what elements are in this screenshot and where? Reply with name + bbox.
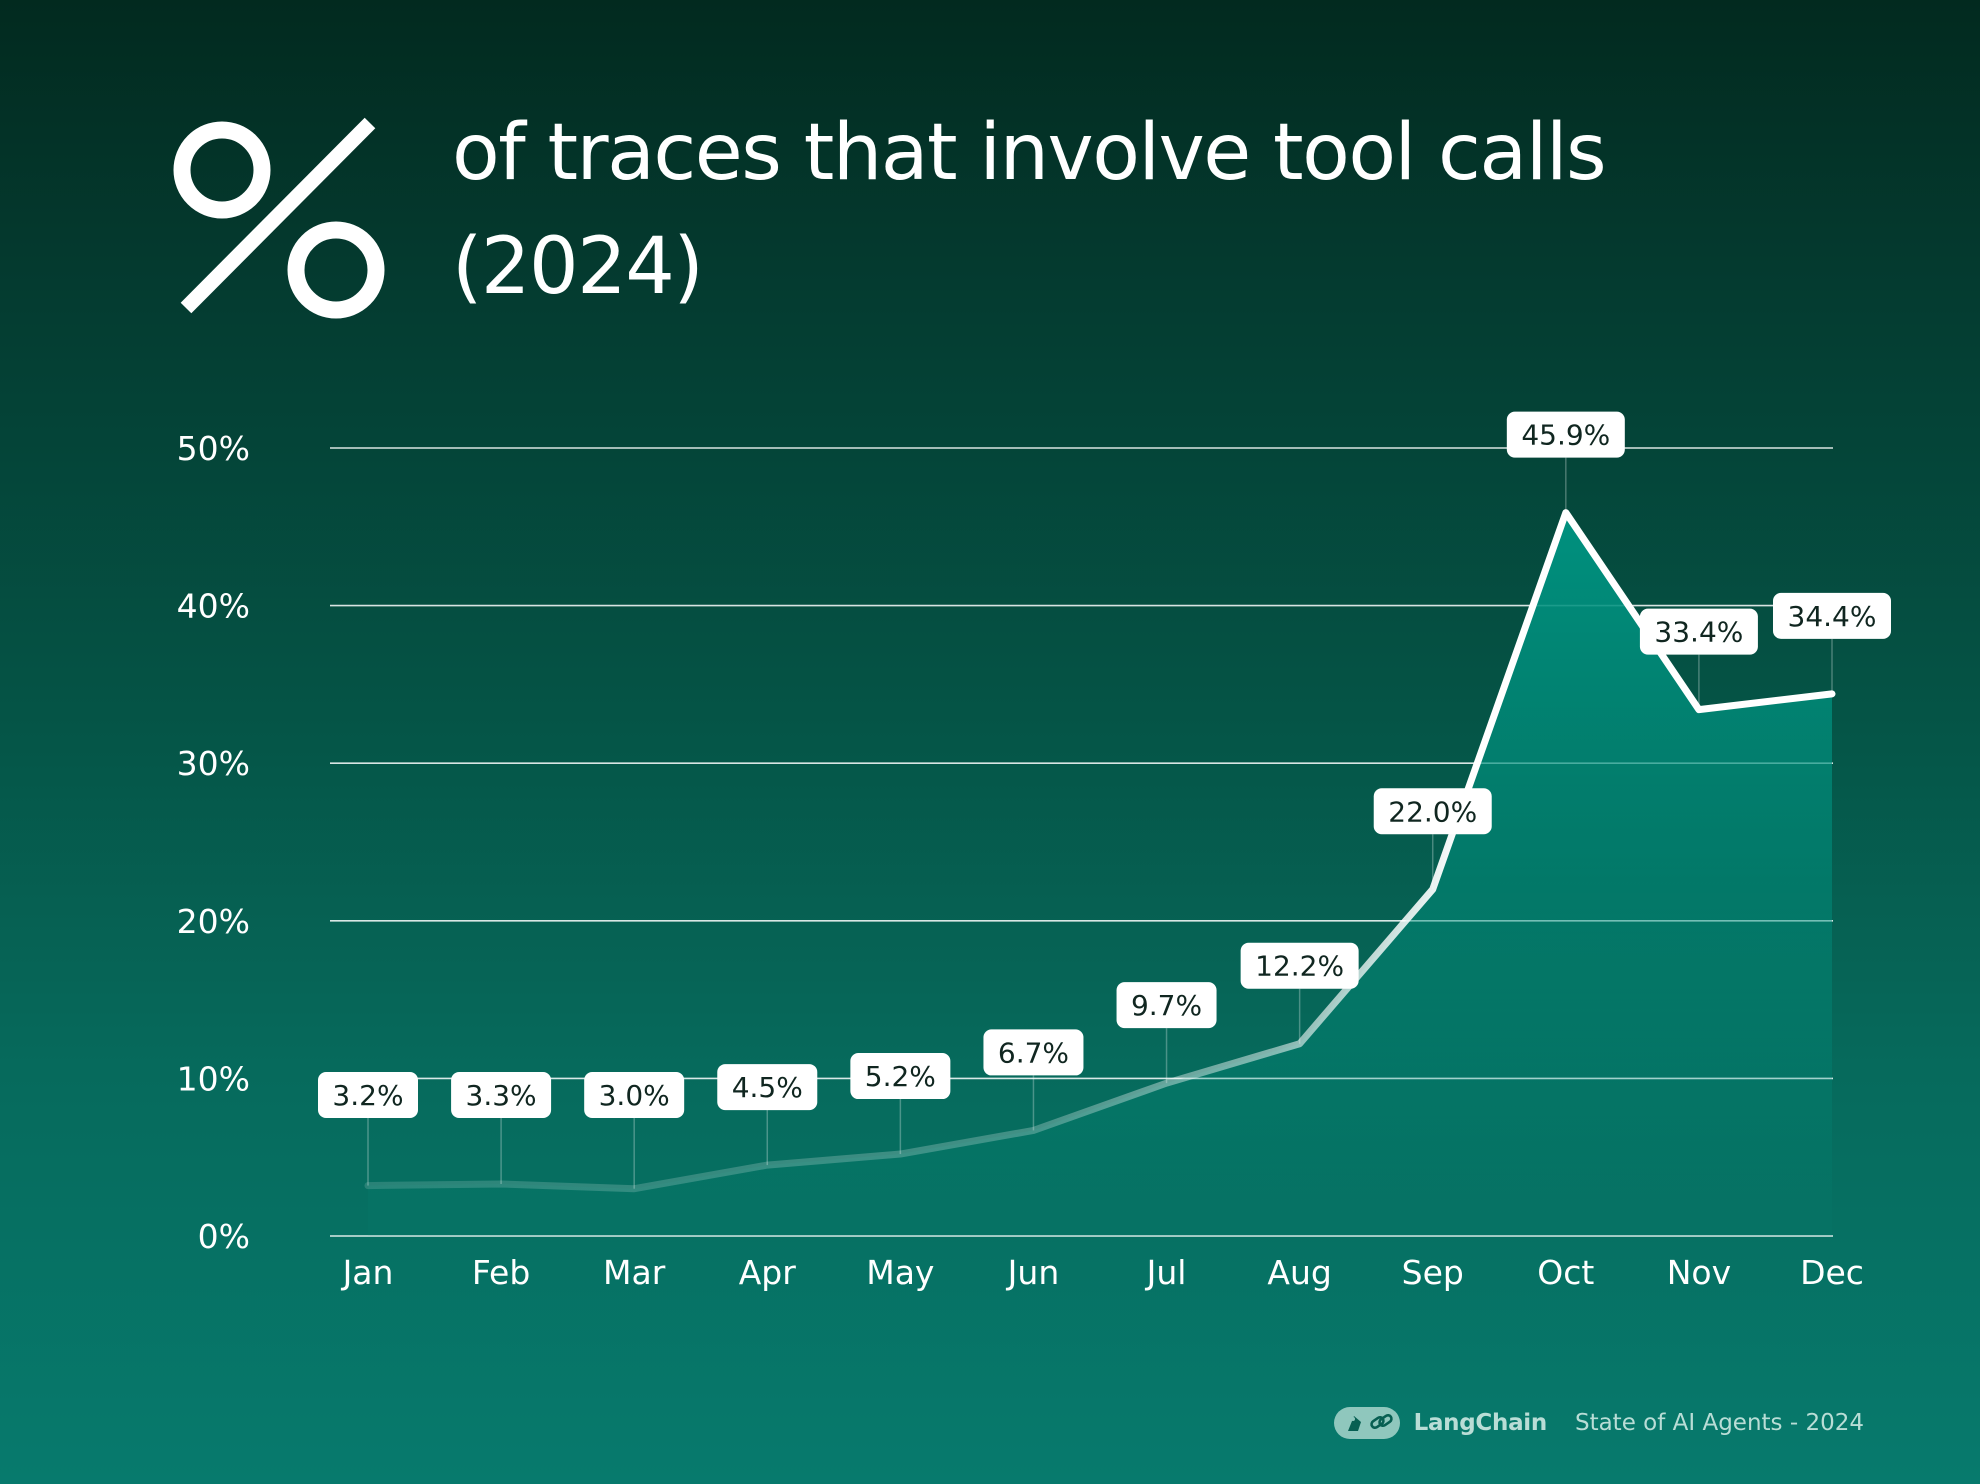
data-label-box: [1240, 942, 1359, 989]
percent-sign-icon: [173, 117, 385, 319]
data-label: 4.5%: [732, 1071, 803, 1104]
data-label-box: [1773, 592, 1891, 639]
data-label-box: [1639, 608, 1758, 655]
y-axis: 0% 10% 20% 30% 40% 50%: [177, 429, 250, 1256]
line-series: [364, 509, 1836, 1193]
data-label: 6.7%: [998, 1036, 1069, 1069]
langchain-parrot-link-icon: [1333, 1407, 1400, 1439]
y-tick-label: 10%: [177, 1059, 250, 1098]
report-name: State of AI Agents - 2024: [1574, 1410, 1864, 1436]
x-tick-label: Apr: [739, 1253, 797, 1292]
x-tick-label: May: [866, 1253, 934, 1292]
x-axis: Jan Feb Mar Apr May Jun Jul Aug Sep Oct Nov Dec: [341, 1253, 1864, 1292]
area-series: [368, 512, 1832, 1236]
brand-name: LangChain: [1413, 1410, 1548, 1436]
data-label: 5.2%: [865, 1060, 936, 1093]
data-label: 3.0%: [599, 1079, 670, 1112]
area-fill: [368, 512, 1832, 1236]
x-tick-label: Dec: [1800, 1253, 1864, 1292]
chart-title-line-1: of traces that involve tool calls: [452, 108, 1607, 198]
data-labels: 3.2% 3.3% 3.0% 4.5% 5.2% 6.7% 9.7% 12.2% 22.0% 45…: [318, 411, 1891, 1118]
data-label: 12.2%: [1255, 950, 1344, 983]
data-label: 3.3%: [466, 1079, 537, 1112]
x-tick-label: Sep: [1402, 1253, 1464, 1292]
data-label-box: [1116, 982, 1217, 1029]
y-tick-label: 20%: [177, 902, 250, 941]
data-label-box: [318, 1072, 418, 1118]
data-label-box: [451, 1072, 552, 1118]
x-tick-label: Oct: [1537, 1253, 1594, 1292]
data-label: 34.4%: [1788, 600, 1877, 633]
x-tick-label: Feb: [472, 1253, 530, 1292]
x-tick-label: Jun: [1006, 1253, 1060, 1292]
data-label-box: [983, 1029, 1084, 1076]
y-tick-label: 0%: [198, 1217, 250, 1256]
x-tick-label: Jan: [341, 1253, 394, 1292]
data-label: 3.2%: [332, 1079, 403, 1112]
data-label: 45.9%: [1521, 419, 1610, 452]
data-label-box: [850, 1053, 951, 1100]
x-tick-label: Aug: [1267, 1253, 1331, 1292]
series-line: [364, 509, 1836, 1193]
x-tick-label: Nov: [1667, 1253, 1731, 1292]
data-label: 33.4%: [1654, 616, 1743, 649]
y-tick-label: 40%: [177, 587, 250, 626]
data-label-box: [584, 1072, 685, 1118]
x-tick-label: Jul: [1145, 1253, 1187, 1292]
data-label: 22.0%: [1388, 795, 1477, 828]
data-label-box: [717, 1064, 818, 1111]
y-tick-label: 50%: [177, 429, 250, 468]
x-tick-label: Mar: [603, 1253, 666, 1292]
footer: LangChain State of AI Agents - 2024: [1333, 1403, 1864, 1443]
data-label-box: [1506, 411, 1625, 458]
data-label-box: [1373, 788, 1492, 835]
data-label: 9.7%: [1131, 989, 1202, 1022]
y-tick-label: 30%: [177, 744, 250, 783]
chart-title-line-2: (2024): [452, 222, 704, 312]
